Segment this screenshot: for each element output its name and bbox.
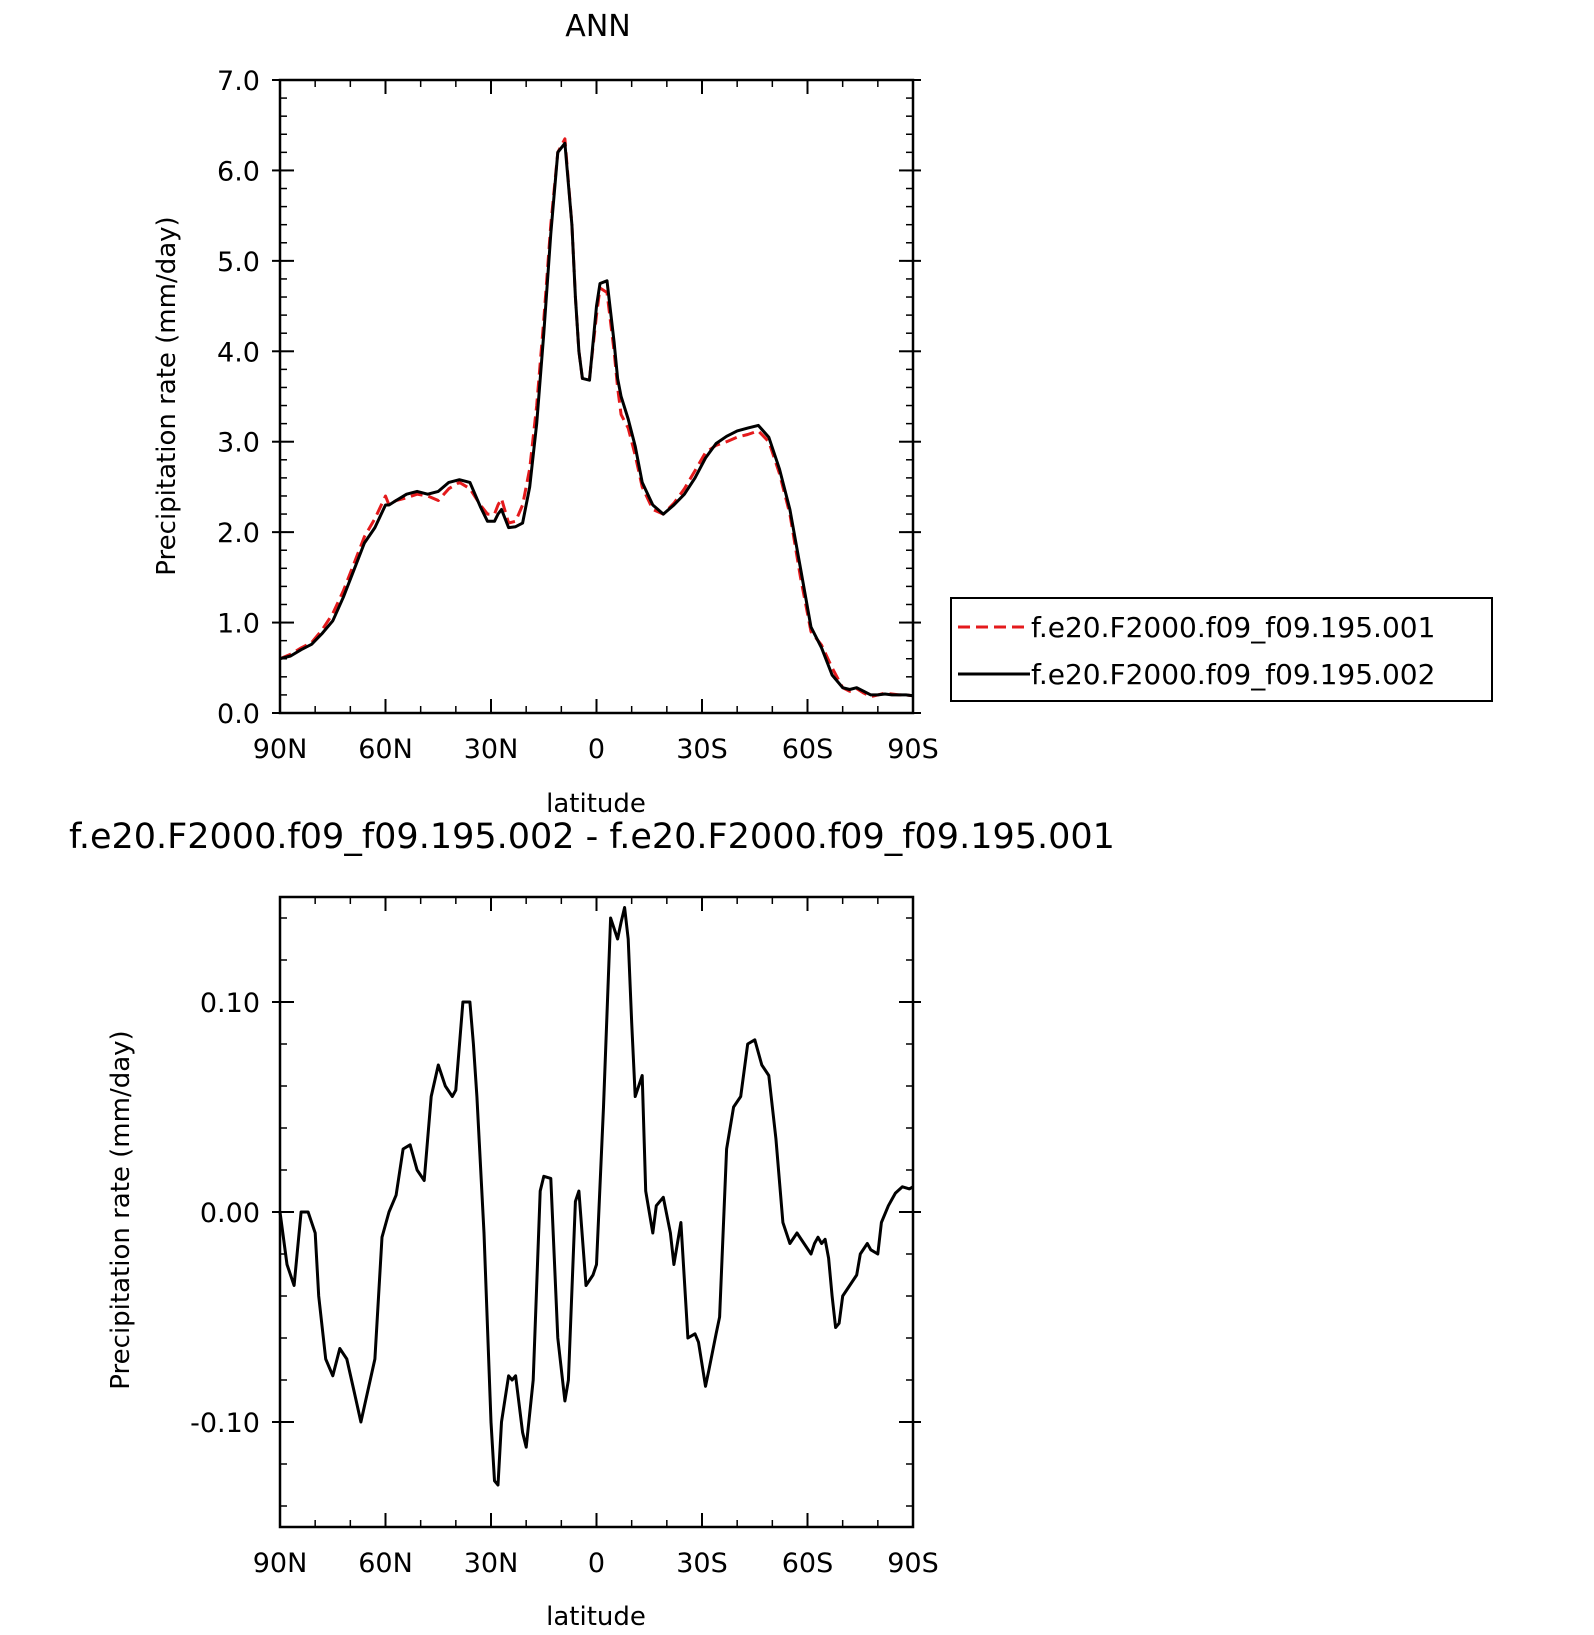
y-tick-label: 0.0 bbox=[217, 699, 260, 730]
y-tick-label: 1.0 bbox=[217, 609, 260, 640]
legend-box bbox=[950, 597, 1493, 702]
y-axis-label: Precipitation rate (mm/day) bbox=[106, 1030, 136, 1389]
series-line bbox=[279, 141, 914, 698]
y-tick-label: 4.0 bbox=[217, 337, 260, 368]
y-tick-label: 0.10 bbox=[200, 988, 260, 1019]
chart-difference: f.e20.F2000.f09_f09.195.002 - f.e20.F200… bbox=[69, 817, 1115, 1632]
x-tick-label: 0 bbox=[588, 1548, 605, 1579]
series-line bbox=[279, 137, 914, 699]
legend-entry: f.e20.F2000.f09_f09.195.002 bbox=[1031, 658, 1435, 691]
plot-frame bbox=[278, 895, 915, 1529]
x-axis-label: latitude bbox=[546, 789, 646, 819]
x-tick-label: 90N bbox=[253, 1548, 308, 1579]
chart-ann: ANN 90N 60N 30N 0 30S 60S 90S 0.0 1.0 2.0 3.0 4.0 5.… bbox=[152, 9, 1493, 819]
y-tick-label: 3.0 bbox=[217, 428, 260, 459]
x-axis-label: latitude bbox=[546, 1602, 646, 1632]
y-tick-label: -0.10 bbox=[190, 1408, 260, 1439]
series-group bbox=[278, 906, 914, 1487]
chart-title: f.e20.F2000.f09_f09.195.002 - f.e20.F200… bbox=[69, 817, 1115, 857]
x-tick-label: 30S bbox=[676, 734, 728, 765]
x-tick-label: 90N bbox=[253, 734, 308, 765]
x-tick-label: 30N bbox=[464, 734, 519, 765]
y-tick-label: 5.0 bbox=[217, 247, 260, 278]
series-line bbox=[278, 906, 914, 1487]
y-axis-label: Precipitation rate (mm/day) bbox=[152, 216, 182, 575]
y-tick-label: 6.0 bbox=[217, 156, 260, 187]
x-tick-label: 90S bbox=[887, 734, 939, 765]
series-group bbox=[279, 137, 914, 699]
axis-ticks: 90N 60N 30N 0 30S 60S 90S -0.10 0.00 0.10 bbox=[190, 897, 939, 1579]
axis-ticks: 90N 60N 30N 0 30S 60S 90S 0.0 1.0 2.0 3.0 4.0 5.0 6.0… bbox=[217, 66, 939, 765]
x-tick-label: 30S bbox=[676, 1548, 728, 1579]
y-tick-label: 0.00 bbox=[200, 1198, 260, 1229]
y-tick-label: 2.0 bbox=[217, 518, 260, 549]
x-tick-label: 60N bbox=[358, 1548, 413, 1579]
x-tick-label: 0 bbox=[588, 734, 605, 765]
x-tick-label: 60S bbox=[782, 1548, 834, 1579]
x-tick-label: 90S bbox=[887, 1548, 939, 1579]
legend-entry: f.e20.F2000.f09_f09.195.001 bbox=[1031, 611, 1435, 644]
legend: f.e20.F2000.f09_f09.195.001 f.e20.F2000.… bbox=[950, 597, 1493, 702]
y-tick-label: 7.0 bbox=[217, 66, 260, 97]
x-tick-label: 30N bbox=[464, 1548, 519, 1579]
x-tick-label: 60S bbox=[782, 734, 834, 765]
x-tick-label: 60N bbox=[358, 734, 413, 765]
plot-frame bbox=[278, 78, 915, 715]
chart-title: ANN bbox=[565, 9, 630, 44]
